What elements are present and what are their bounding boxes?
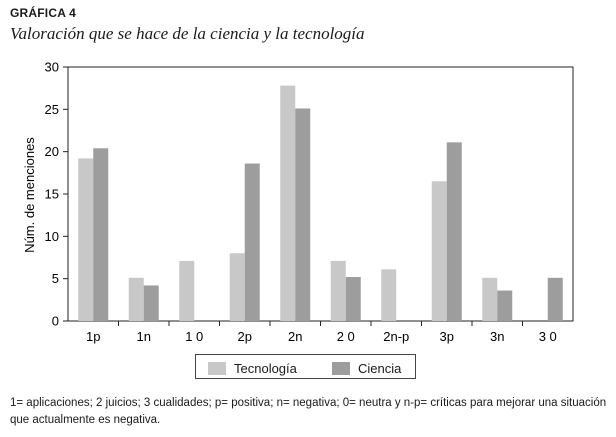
bar-tecnologia	[431, 181, 447, 321]
chart-legend: Tecnología Ciencia	[195, 354, 416, 379]
y-tick-label: 25	[45, 102, 59, 117]
x-tick-label: 2n-p	[383, 329, 409, 344]
footnote: 1= aplicaciones; 2 juicios; 3 cualidades…	[10, 397, 607, 426]
bar-tecnologia	[381, 269, 397, 321]
legend-swatch-tecnologia	[208, 362, 226, 375]
bar-ciencia	[295, 108, 311, 321]
chart-bars	[78, 85, 563, 321]
x-tick-label: 2n	[288, 329, 302, 344]
y-tick-label: 0	[52, 314, 59, 329]
y-tick-label: 20	[45, 144, 59, 159]
x-tick-label: 2 0	[337, 329, 355, 344]
bar-ciencia	[244, 163, 260, 321]
legend-label-ciencia: Ciencia	[358, 361, 402, 376]
x-tick-label: 1p	[86, 329, 100, 344]
bar-ciencia	[93, 148, 109, 321]
x-tick-label: 3n	[490, 329, 504, 344]
y-tick-label: 30	[45, 60, 59, 75]
bar-tecnologia	[229, 253, 245, 321]
x-tick-label: 2p	[238, 329, 252, 344]
y-tick-label: 5	[52, 271, 59, 286]
figure-label: GRÁFICA 4	[10, 6, 77, 20]
bar-ciencia	[345, 276, 361, 321]
bar-tecnologia	[179, 260, 195, 321]
bar-ciencia	[143, 285, 159, 321]
bar-ciencia	[497, 290, 513, 321]
x-tick-label: 1n	[137, 329, 151, 344]
bar-tecnologia	[128, 277, 144, 321]
x-tick-label: 3 0	[539, 329, 557, 344]
x-tick-label: 1 0	[185, 329, 203, 344]
bar-ciencia	[547, 277, 563, 321]
bar-tecnologia	[78, 158, 94, 321]
x-tick-label: 3p	[440, 329, 454, 344]
bar-tecnologia	[330, 260, 346, 321]
y-tick-label: 15	[45, 187, 59, 202]
chart-title: Valoración que se hace de la ciencia y l…	[10, 24, 365, 43]
y-tick-label: 10	[45, 229, 59, 244]
bar-tecnologia	[482, 277, 498, 321]
legend-item-ciencia: Ciencia	[332, 361, 401, 376]
y-axis-label: Núm. de menciones	[22, 137, 37, 253]
legend-item-tecnologia: Tecnología	[208, 361, 297, 376]
bar-tecnologia	[280, 85, 296, 321]
legend-label-tecnologia: Tecnología	[234, 361, 297, 376]
bar-ciencia	[446, 142, 462, 321]
legend-swatch-ciencia	[332, 362, 350, 375]
chart-ticks: 0 5 10 15 20 25 30 1p 1n 1 0 2p 2n 2 0 2n-p 3p 3n 3 0	[45, 60, 557, 345]
